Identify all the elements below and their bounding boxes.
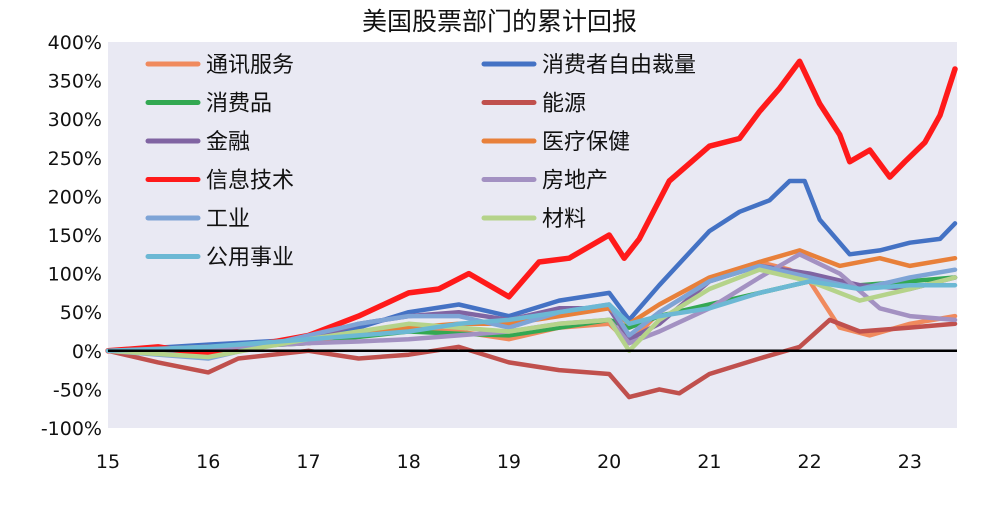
- series-line-4: [105, 317, 958, 400]
- legend-item: 金融: [145, 130, 250, 155]
- y-tick-label: 150%: [48, 225, 102, 247]
- legend-label: 能源: [542, 92, 586, 117]
- legend-item: 房地产: [481, 169, 608, 194]
- x-tick-label: 17: [296, 451, 320, 473]
- y-tick-label: 250%: [48, 148, 102, 170]
- legend-label: 公用事业: [206, 246, 294, 271]
- legend-label: 工业: [206, 207, 250, 232]
- legend-item: 能源: [481, 92, 586, 117]
- legend-label: 通讯服务: [206, 53, 294, 78]
- chart-title: 美国股票部门的累计回报: [361, 7, 637, 36]
- x-tick-label: 22: [798, 451, 822, 473]
- y-tick-label: 0%: [72, 341, 102, 363]
- legend-item: 公用事业: [145, 246, 294, 271]
- legend-item: 消费者自由裁量: [481, 53, 696, 78]
- legend-item: 工业: [145, 207, 250, 232]
- y-tick-label: 200%: [48, 186, 102, 208]
- plot-area: [108, 42, 957, 428]
- y-tick-label: -100%: [41, 418, 102, 440]
- series-line-7: [105, 58, 958, 358]
- x-tick-label: 23: [898, 451, 922, 473]
- legend-item: 材料: [481, 207, 586, 232]
- x-tick-label: 16: [196, 451, 220, 473]
- legend-item: 信息技术: [145, 169, 294, 194]
- legend-label: 信息技术: [206, 169, 294, 194]
- x-tick-label: 21: [697, 451, 721, 473]
- legend-label: 消费品: [206, 92, 272, 117]
- x-tick-label: 15: [96, 451, 120, 473]
- legend-item: 通讯服务: [145, 53, 294, 78]
- legend-item: 消费品: [145, 92, 272, 117]
- x-tick-label: 18: [397, 451, 421, 473]
- y-tick-label: 50%: [60, 302, 102, 324]
- legend-label: 金融: [206, 130, 250, 155]
- legend-label: 房地产: [542, 169, 608, 194]
- y-tick-label: 100%: [48, 264, 102, 286]
- y-tick-label: 400%: [48, 32, 102, 54]
- series-line-11: [105, 279, 958, 354]
- series-line-10: [105, 267, 958, 360]
- legend-label: 医疗保健: [542, 130, 630, 155]
- legend-label: 材料: [542, 207, 586, 232]
- y-tick-label: 350%: [48, 71, 102, 93]
- x-tick-label: 19: [497, 451, 521, 473]
- y-tick-label: 300%: [48, 109, 102, 131]
- legend-item: 医疗保健: [481, 130, 630, 155]
- legend-label: 消费者自由裁量: [542, 53, 696, 78]
- y-tick-label: -50%: [53, 379, 102, 401]
- x-tick-label: 20: [597, 451, 621, 473]
